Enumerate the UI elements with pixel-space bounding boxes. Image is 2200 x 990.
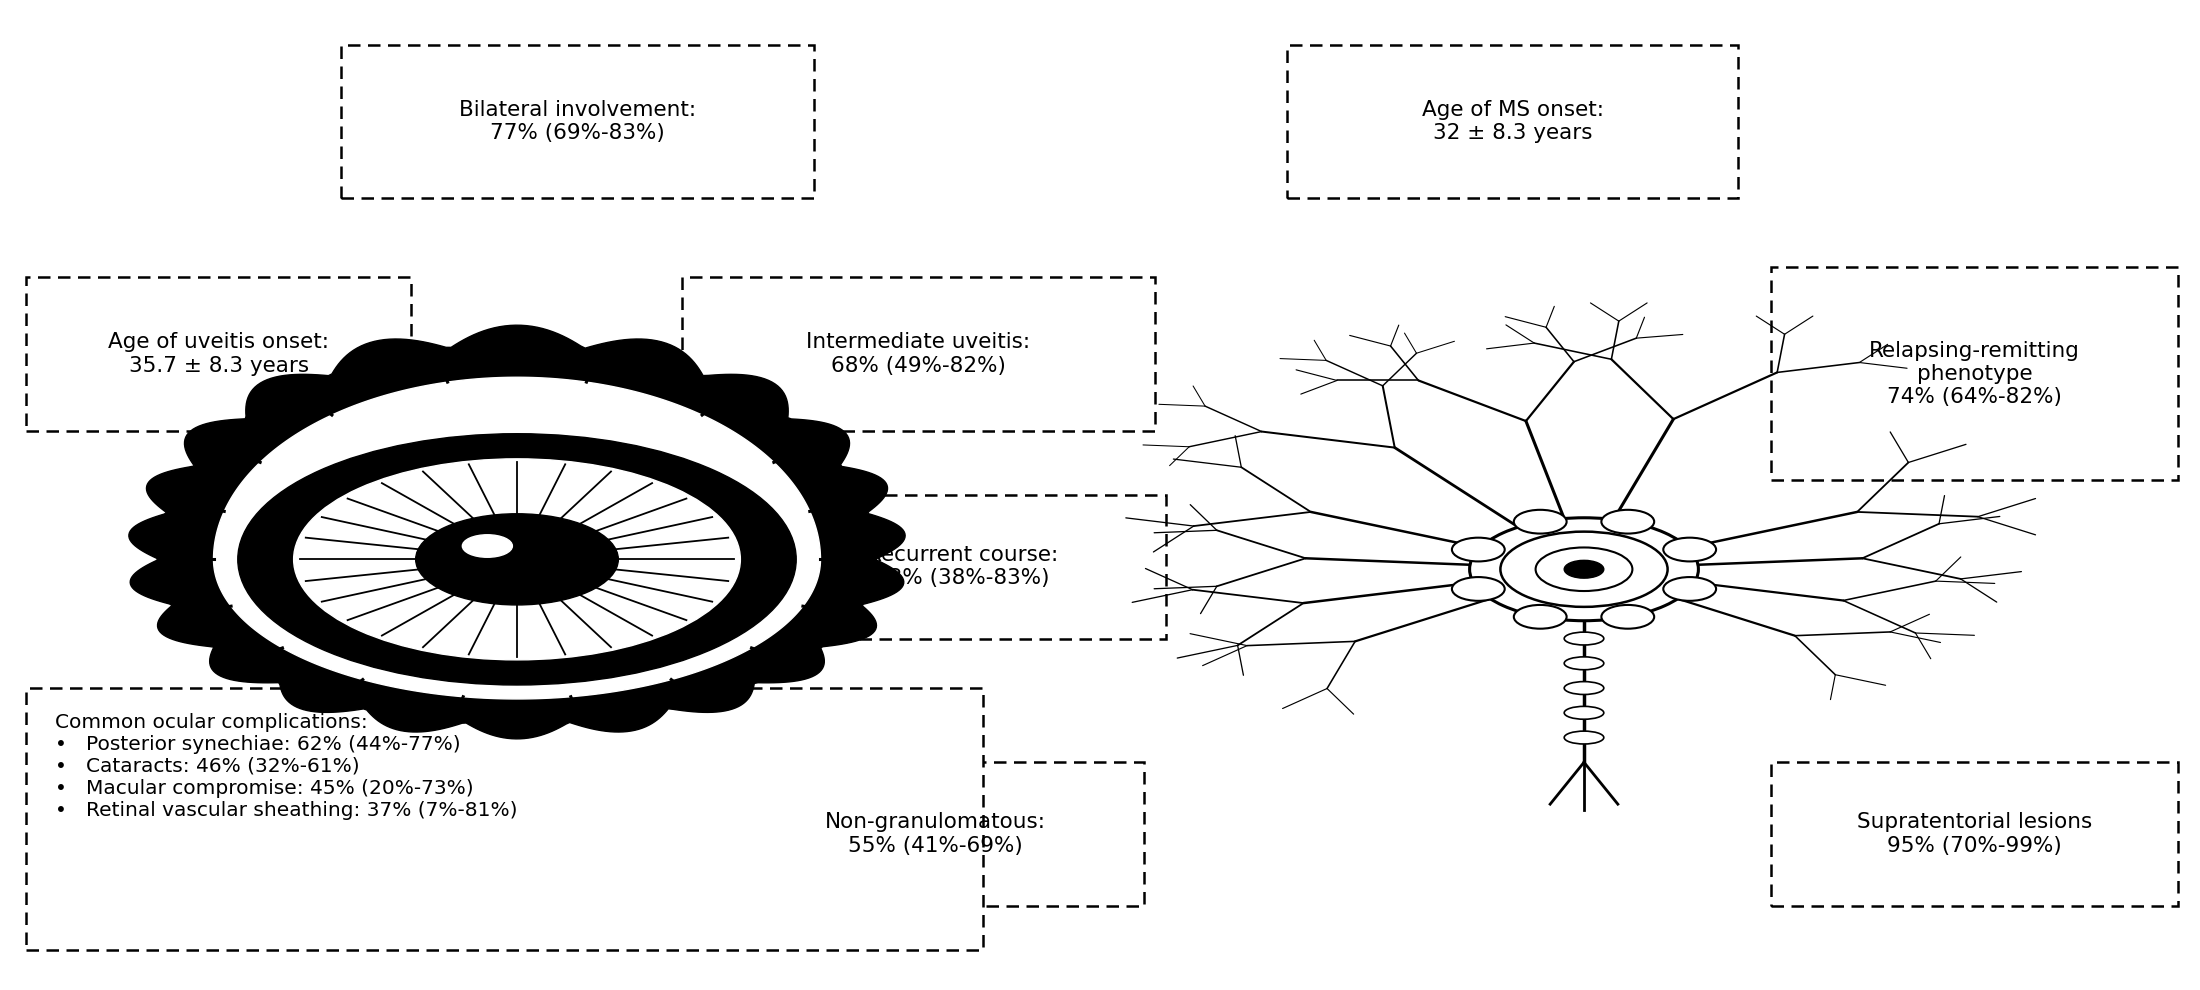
Circle shape — [238, 434, 796, 685]
Text: Age of MS onset:
32 ± 8.3 years: Age of MS onset: 32 ± 8.3 years — [1421, 100, 1604, 143]
FancyBboxPatch shape — [26, 688, 983, 950]
FancyBboxPatch shape — [26, 277, 411, 431]
FancyBboxPatch shape — [1771, 267, 2178, 480]
Circle shape — [462, 535, 513, 557]
Circle shape — [451, 530, 583, 589]
Text: Bilateral involvement:
77% (69%-83%): Bilateral involvement: 77% (69%-83%) — [460, 100, 695, 143]
Ellipse shape — [1564, 633, 1604, 645]
Circle shape — [1564, 560, 1604, 578]
Circle shape — [293, 458, 741, 660]
Circle shape — [1470, 518, 1698, 621]
Ellipse shape — [1564, 707, 1604, 719]
Ellipse shape — [1564, 657, 1604, 669]
Ellipse shape — [1564, 681, 1604, 695]
Circle shape — [1602, 605, 1654, 629]
Text: Supratentorial lesions
95% (70%-99%): Supratentorial lesions 95% (70%-99%) — [1857, 813, 2092, 855]
Text: Relapsing-remitting
phenotype
74% (64%-82%): Relapsing-remitting phenotype 74% (64%-8… — [1870, 341, 2079, 407]
Ellipse shape — [1564, 731, 1604, 744]
FancyBboxPatch shape — [682, 277, 1155, 431]
Circle shape — [1514, 605, 1566, 629]
Circle shape — [1452, 577, 1505, 601]
Text: Intermediate uveitis:
68% (49%-82%): Intermediate uveitis: 68% (49%-82%) — [807, 333, 1030, 375]
Circle shape — [416, 514, 618, 605]
FancyBboxPatch shape — [1771, 762, 2178, 906]
Polygon shape — [213, 377, 821, 699]
Circle shape — [1602, 510, 1654, 534]
Circle shape — [1536, 547, 1632, 591]
Polygon shape — [130, 325, 904, 739]
Text: Non-granulomatous:
55% (41%-69%): Non-granulomatous: 55% (41%-69%) — [825, 813, 1045, 855]
Text: Age of uveitis onset:
35.7 ± 8.3 years: Age of uveitis onset: 35.7 ± 8.3 years — [108, 333, 330, 375]
FancyBboxPatch shape — [726, 762, 1144, 906]
FancyBboxPatch shape — [341, 45, 814, 198]
Text: Common ocular complications:
•   Posterior synechiae: 62% (44%-77%)
•   Cataract: Common ocular complications: • Posterior… — [55, 713, 517, 820]
Circle shape — [1514, 510, 1566, 534]
Circle shape — [1663, 538, 1716, 561]
Text: Recurrent course:
63% (38%-83%): Recurrent course: 63% (38%-83%) — [867, 545, 1058, 588]
Circle shape — [1452, 538, 1505, 561]
Circle shape — [1500, 532, 1668, 607]
FancyBboxPatch shape — [1287, 45, 1738, 198]
Circle shape — [1663, 577, 1716, 601]
FancyBboxPatch shape — [759, 495, 1166, 639]
